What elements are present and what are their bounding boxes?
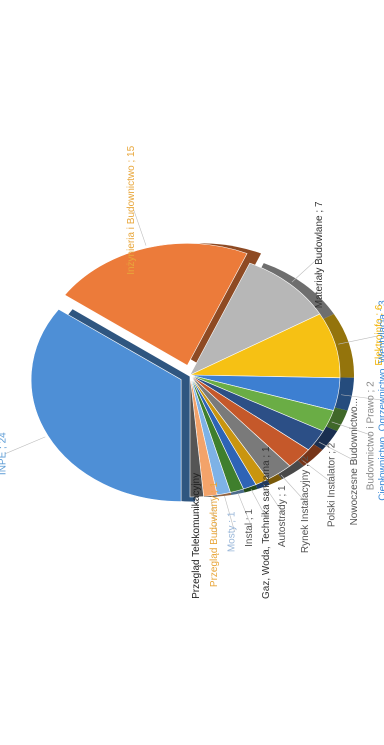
label-leader-10 <box>250 488 270 523</box>
pie-slice-0 <box>30 308 182 502</box>
slice-label-7: Polski Instalator ; 2 <box>327 442 338 527</box>
label-leader-3 <box>338 334 382 345</box>
label-leader-12 <box>224 496 235 532</box>
slice-label-11: Instal ; 1 <box>244 509 255 547</box>
slice-label-4: Ciepłownictwo, Ogrzewnictwo, Wentylacja … <box>377 300 384 501</box>
label-leader-2 <box>291 254 323 283</box>
label-leaders <box>5 210 384 536</box>
label-leader-0 <box>5 436 46 454</box>
label-leader-11 <box>237 493 253 529</box>
pie-slice-3 <box>189 313 341 379</box>
label-leader-7 <box>301 459 335 486</box>
pie-slice-14 <box>189 374 204 498</box>
label-leader-13 <box>210 498 218 535</box>
pie-slice-2 <box>189 262 321 376</box>
label-leader-6 <box>318 441 357 463</box>
slice-label-2: Materiały Budowlane ; 7 <box>314 201 325 308</box>
slice-label-10: Gaz, Woda, Technika sanitarna ; 1 <box>261 446 272 599</box>
slice-label-0: INPE ; 24 <box>0 432 8 475</box>
label-leader-5 <box>331 421 374 437</box>
slice-label-9: Autostrady ; 1 <box>277 485 288 547</box>
label-leader-9 <box>263 483 286 517</box>
pie-slices <box>30 243 341 502</box>
label-leader-8 <box>280 474 309 505</box>
slice-label-5: Budownictwo i Prawo ; 2 <box>365 381 376 490</box>
slice-label-6: Nowoczesne Budownictwo... <box>349 398 360 525</box>
label-leader-1 <box>133 210 147 246</box>
slice-label-1: Inżynieria i Budownictwo ; 15 <box>126 145 137 274</box>
slice-label-12: Mosty ; 1 <box>227 511 238 552</box>
slice-label-3: Elektroinfo ; 6 <box>374 304 384 366</box>
slice-label-13: Przegląd Budowlany ; 1 <box>209 482 220 588</box>
label-leader-14 <box>196 499 200 536</box>
slice-labels: INPE ; 24 Inżynieria i Budownictwo ; 15 Ma… <box>0 145 384 599</box>
pie-slice-1 <box>64 243 248 366</box>
slice-label-14: Przegląd Telekomunikacyjny <box>191 473 202 599</box>
slice-label-8: Rynek Instalacyjny ; 2 <box>300 455 311 553</box>
label-leader-4 <box>341 394 384 401</box>
